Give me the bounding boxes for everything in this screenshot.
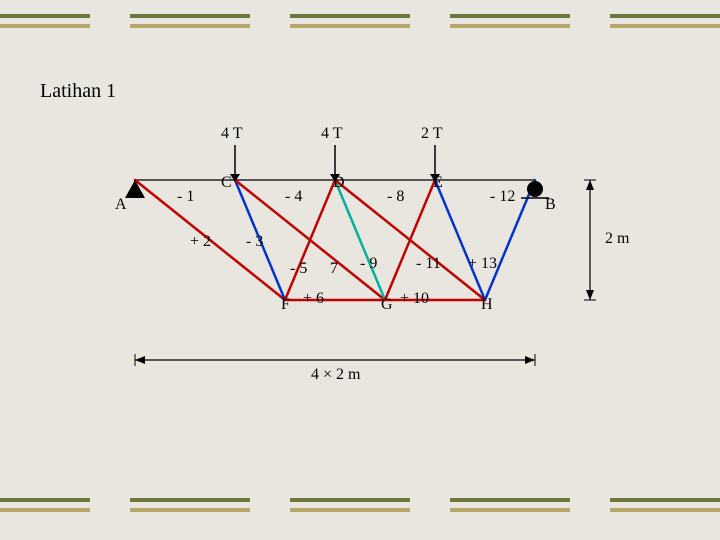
load-label: 2 T — [421, 125, 442, 143]
force-value: - 11 — [416, 255, 441, 273]
node-label: E — [433, 174, 443, 192]
force-value: - 12 — [490, 188, 515, 206]
node-label: A — [115, 196, 127, 214]
node-label: F — [281, 296, 290, 314]
force-value: - 3 — [246, 233, 263, 251]
force-value: - 8 — [387, 188, 404, 206]
load-label: 4 T — [321, 125, 342, 143]
node-label: H — [481, 296, 493, 314]
force-value: 7 — [330, 260, 338, 278]
force-value: + 2 — [190, 233, 211, 251]
node-label: G — [381, 296, 393, 314]
force-value: + 13 — [468, 255, 497, 273]
force-value: - 1 — [177, 188, 194, 206]
span-dimension: 4 × 2 m — [311, 366, 360, 384]
height-dimension: 2 m — [605, 230, 629, 248]
node-label: B — [545, 196, 556, 214]
node-label: C — [221, 174, 232, 192]
force-value: + 10 — [400, 290, 429, 308]
force-value: - 5 — [290, 260, 307, 278]
force-value: - 9 — [360, 255, 377, 273]
force-value: + 6 — [303, 290, 324, 308]
force-value: - 4 — [285, 188, 302, 206]
load-label: 4 T — [221, 125, 242, 143]
node-label: D — [333, 174, 345, 192]
